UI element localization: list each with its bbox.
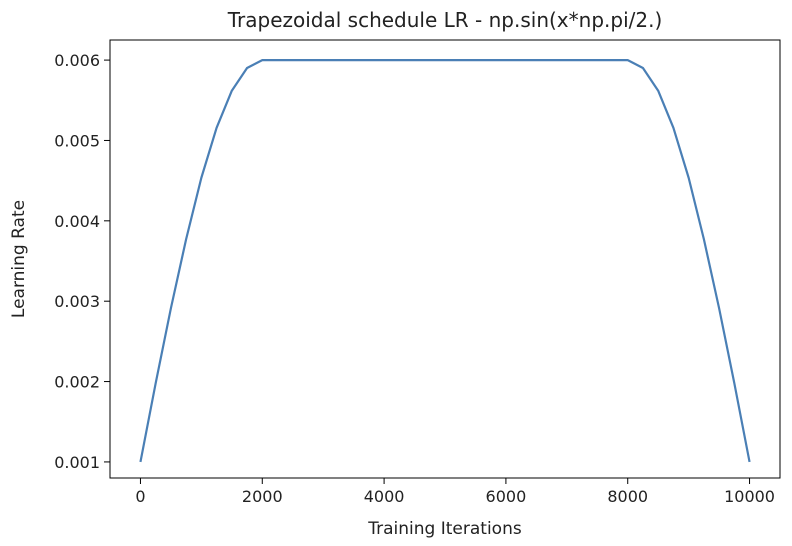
x-tick-label: 8000 bbox=[607, 487, 648, 506]
x-tick-label: 2000 bbox=[242, 487, 283, 506]
y-axis: 0.001 0.002 0.003 0.004 0.005 0.006 bbox=[54, 51, 110, 472]
chart-title: Trapezoidal schedule LR - np.sin(x*np.pi… bbox=[227, 8, 663, 32]
x-tick-label: 0 bbox=[135, 487, 145, 506]
plot-area bbox=[109, 39, 781, 479]
x-tick-label: 4000 bbox=[364, 487, 405, 506]
y-tick-label: 0.002 bbox=[54, 373, 100, 392]
learning-rate-line bbox=[139, 58, 751, 463]
y-tick-label: 0.005 bbox=[54, 131, 100, 150]
y-tick-label: 0.001 bbox=[54, 453, 100, 472]
y-tick-label: 0.003 bbox=[54, 292, 100, 311]
x-tick-label: 10000 bbox=[724, 487, 775, 506]
y-tick-label: 0.004 bbox=[54, 212, 100, 231]
y-tick-label: 0.006 bbox=[54, 51, 100, 70]
x-tick-label: 6000 bbox=[486, 487, 527, 506]
x-axis: 0 2000 4000 6000 8000 10000 bbox=[135, 478, 775, 506]
x-axis-label: Training Iterations bbox=[367, 519, 522, 539]
y-axis-label: Learning Rate bbox=[9, 200, 29, 318]
